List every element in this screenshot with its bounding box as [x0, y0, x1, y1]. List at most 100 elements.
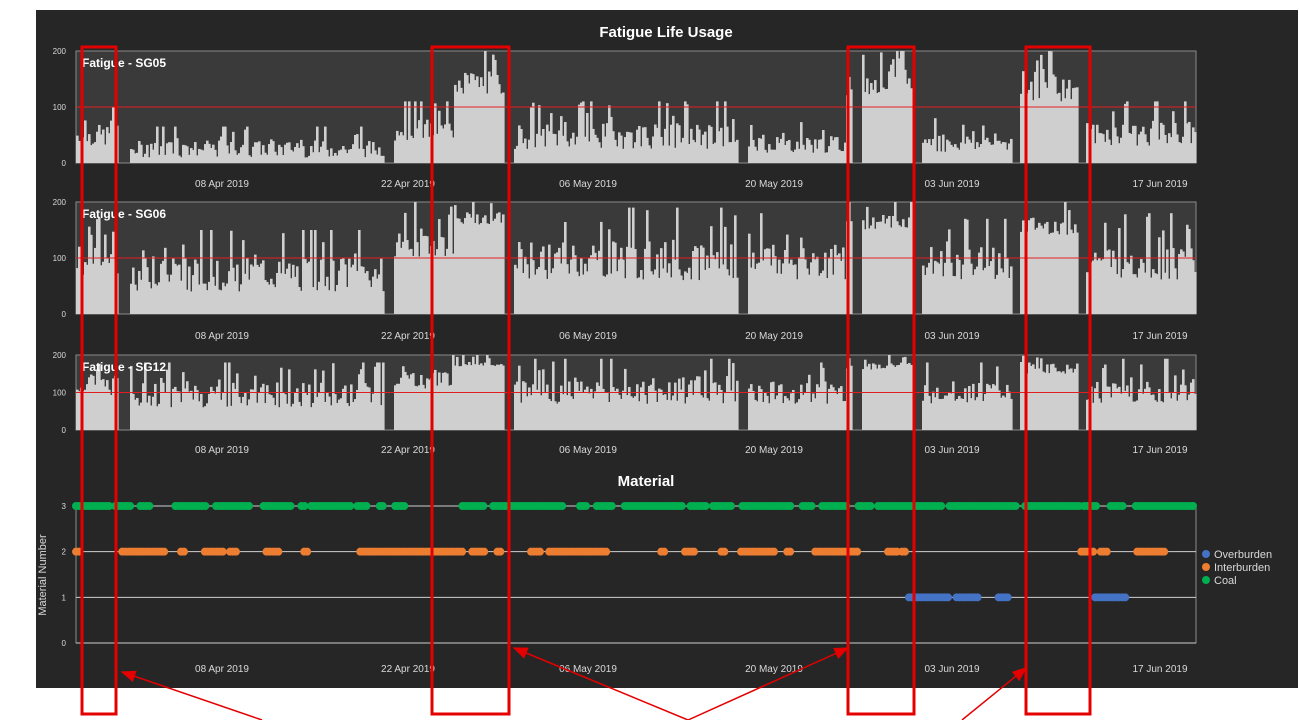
fatigue-bar — [450, 130, 453, 163]
fatigue-bar — [208, 393, 211, 430]
data-point — [558, 502, 567, 510]
fatigue-bar — [472, 74, 475, 163]
fatigue-bar — [336, 402, 339, 430]
fatigue-bar — [228, 153, 231, 163]
fatigue-bar — [424, 235, 427, 314]
fatigue-bar — [348, 406, 351, 430]
fatigue-bar — [296, 143, 299, 163]
fatigue-bar — [702, 247, 705, 314]
fatigue-bar — [1036, 357, 1039, 430]
fatigue-bar — [1142, 262, 1145, 314]
fatigue-bar — [426, 236, 429, 314]
fatigue-bar — [822, 129, 825, 163]
fatigue-bar — [760, 389, 763, 430]
fatigue-bar — [534, 358, 537, 430]
fatigue-bar — [998, 390, 1001, 430]
fatigue-bar — [1032, 364, 1035, 430]
fatigue-bar — [568, 381, 571, 430]
fatigue-bar — [774, 399, 777, 430]
fatigue-bar — [966, 402, 969, 430]
fatigue-bar — [198, 148, 201, 163]
fatigue-bar — [268, 144, 271, 163]
fatigue-bar — [366, 145, 369, 163]
fatigue-bar — [898, 58, 901, 163]
fatigue-bar — [1122, 269, 1125, 314]
fatigue-bar — [774, 256, 777, 314]
data-point — [232, 547, 240, 556]
fatigue-bar — [428, 253, 431, 314]
data-point — [602, 547, 611, 556]
fatigue-bar — [394, 140, 397, 163]
fatigue-bar — [540, 395, 543, 430]
fatigue-bar — [822, 367, 825, 430]
fatigue-bar — [154, 283, 157, 314]
fatigue-bar — [756, 150, 759, 163]
fatigue-bar — [96, 219, 99, 314]
fatigue-bar — [254, 142, 257, 163]
fatigue-bar — [242, 144, 245, 163]
fatigue-bar — [622, 390, 625, 430]
fatigue-bar — [130, 149, 133, 163]
fatigue-bar — [600, 358, 603, 430]
fatigue-bar — [996, 274, 999, 314]
fatigue-bar — [1040, 358, 1043, 430]
fatigue-bar — [556, 145, 559, 163]
fatigue-bar — [810, 262, 813, 314]
data-point — [720, 547, 729, 556]
fatigue-bar — [286, 403, 289, 430]
fatigue-bar — [1124, 103, 1127, 163]
fatigue-bar — [470, 217, 473, 314]
fatigue-bar — [644, 248, 647, 314]
fatigue-bar — [1150, 277, 1153, 314]
fatigue-bar — [998, 140, 1001, 163]
fatigue-bar — [398, 135, 401, 163]
fatigue-bar — [588, 141, 591, 163]
fatigue-bar — [942, 276, 945, 314]
fatigue-bar — [1158, 237, 1161, 314]
data-point — [286, 502, 295, 510]
x-tick-label: 22 Apr 2019 — [381, 179, 435, 190]
fatigue-bar — [950, 393, 953, 430]
fatigue-bar — [720, 127, 723, 163]
fatigue-bar — [956, 147, 959, 163]
fatigue-bar — [1110, 145, 1113, 163]
fatigue-bar — [250, 156, 253, 163]
fatigue-bar — [818, 387, 821, 430]
fatigue-bar — [368, 280, 371, 314]
fatigue-bar — [354, 253, 357, 314]
fatigue-bar — [84, 389, 87, 430]
fatigue-bar — [322, 141, 325, 163]
fatigue-bar — [244, 273, 247, 314]
fatigue-bar — [602, 123, 605, 163]
fatigue-bar — [266, 282, 269, 314]
fatigue-bar — [134, 284, 137, 314]
fatigue-bar — [648, 385, 651, 430]
fatigue-bar — [524, 382, 527, 430]
fatigue-bar — [410, 248, 413, 314]
fatigue-bar — [304, 157, 307, 163]
fatigue-bar — [294, 392, 297, 430]
fatigue-bar — [1102, 134, 1105, 163]
fatigue-bar — [338, 150, 341, 163]
fatigue-bar — [1188, 394, 1191, 430]
fatigue-bar — [638, 277, 641, 314]
fatigue-bar — [1110, 267, 1113, 314]
fatigue-bar — [628, 386, 631, 430]
fatigue-bar — [948, 141, 951, 163]
fatigue-bar — [1164, 272, 1167, 314]
fatigue-bar — [536, 133, 539, 163]
fatigue-bar — [468, 83, 471, 163]
fatigue-bar — [382, 291, 385, 314]
fatigue-bar — [500, 93, 503, 163]
fatigue-bar — [148, 395, 151, 430]
fatigue-bar — [864, 359, 867, 430]
fatigue-bar — [540, 251, 543, 314]
legend-label: Interburden — [1214, 562, 1270, 574]
fatigue-bar — [222, 282, 225, 314]
fatigue-bar — [1056, 371, 1059, 430]
fatigue-bar — [466, 75, 469, 163]
fatigue-bar — [404, 101, 407, 163]
fatigue-bar — [96, 369, 99, 430]
fatigue-bar — [336, 284, 339, 314]
fatigue-bar — [556, 403, 559, 430]
